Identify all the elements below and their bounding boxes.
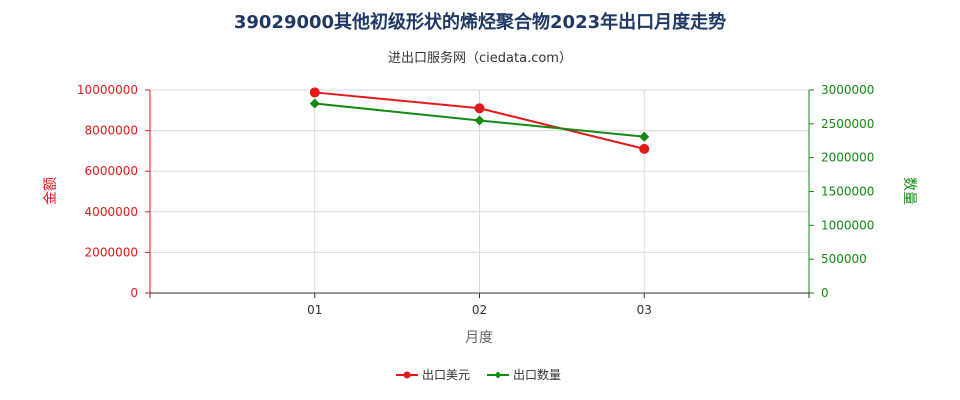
left-tick-label: 2000000 (85, 245, 138, 259)
series-1-point-01 (309, 87, 320, 98)
left-axis-ticks: 0 2000000 4000000 6000000 8000000 10000000 (77, 83, 150, 300)
chart-subtitle: 进出口服务网（ciedata.com） (388, 50, 572, 66)
left-tick-label: 6000000 (85, 164, 138, 178)
series-2-point-01 (309, 98, 320, 109)
right-tick-label: 0 (821, 286, 829, 300)
right-axis-ticks: 0 500000 1000000 1500000 2000000 2500000 30000… (809, 83, 874, 300)
right-tick-label: 2000000 (821, 151, 874, 165)
legend-label-2: 出口数量 (513, 367, 561, 382)
series-layer (309, 87, 650, 154)
series-1-point-03 (639, 143, 650, 154)
left-axis-title: 金额 (43, 177, 59, 205)
legend-marker-2 (494, 371, 502, 379)
legend-label-1: 出口美元 (422, 368, 470, 382)
right-tick-label: 2500000 (821, 117, 874, 131)
right-axis-title: 数量 (901, 177, 917, 205)
left-tick-label: 0 (130, 286, 138, 300)
legend-marker-1 (403, 371, 411, 379)
chart-title: 39029000其他初级形状的烯烃聚合物2023年出口月度走势 (234, 11, 726, 33)
legend: 出口美元 出口数量 (396, 367, 561, 382)
right-tick-label: 1500000 (821, 185, 874, 199)
left-tick-label: 10000000 (77, 83, 138, 97)
x-tick-label: 02 (472, 303, 487, 317)
series-2-point-02 (474, 115, 485, 126)
left-tick-label: 4000000 (85, 205, 138, 219)
left-tick-label: 8000000 (85, 124, 138, 138)
x-axis-ticks: 01 02 03 (149, 293, 810, 317)
x-tick-label: 03 (637, 303, 652, 317)
right-tick-label: 500000 (821, 252, 867, 266)
right-tick-label: 1000000 (821, 218, 874, 232)
right-tick-label: 3000000 (821, 83, 874, 97)
grid (150, 89, 809, 293)
x-tick-label: 01 (307, 303, 322, 317)
x-axis-title: 月度 (465, 330, 493, 346)
series-1-point-02 (474, 103, 485, 114)
series-2-point-03 (639, 131, 650, 142)
